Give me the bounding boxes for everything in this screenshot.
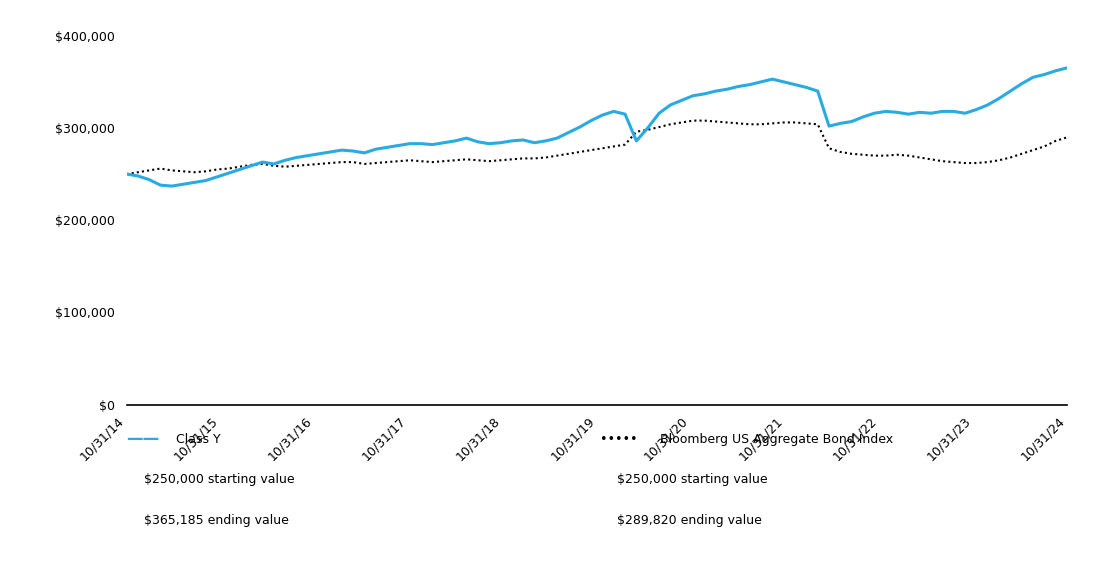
Text: $289,820 ending value: $289,820 ending value <box>617 514 762 527</box>
Text: $365,185 ending value: $365,185 ending value <box>144 514 289 527</box>
Text: Bloomberg US Aggregate Bond Index: Bloomberg US Aggregate Bond Index <box>660 433 893 446</box>
Text: •••••: ••••• <box>600 433 637 446</box>
Text: Class Y: Class Y <box>176 433 221 446</box>
Text: $250,000 starting value: $250,000 starting value <box>617 473 768 486</box>
Text: ——: —— <box>126 430 160 449</box>
Text: $250,000 starting value: $250,000 starting value <box>144 473 295 486</box>
